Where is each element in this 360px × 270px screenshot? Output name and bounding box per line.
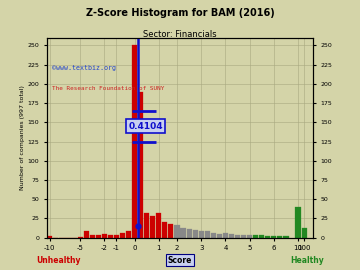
- Text: The Research Foundation of SUNY: The Research Foundation of SUNY: [52, 86, 165, 91]
- Bar: [217, 234, 222, 238]
- Bar: [199, 231, 204, 238]
- Bar: [186, 229, 192, 238]
- Bar: [180, 228, 186, 238]
- Bar: [108, 235, 113, 238]
- Bar: [283, 236, 288, 238]
- Bar: [211, 233, 216, 238]
- Bar: [90, 235, 95, 238]
- Bar: [168, 224, 174, 238]
- Bar: [102, 234, 107, 238]
- Bar: [265, 236, 270, 238]
- Bar: [77, 237, 83, 238]
- Bar: [253, 235, 258, 238]
- Bar: [150, 216, 155, 238]
- Bar: [132, 45, 137, 238]
- Bar: [193, 230, 198, 238]
- Bar: [114, 235, 119, 238]
- Bar: [138, 92, 143, 238]
- Bar: [126, 231, 131, 238]
- Bar: [241, 235, 246, 238]
- Bar: [84, 231, 89, 238]
- Bar: [277, 236, 283, 238]
- Text: 0.4104: 0.4104: [129, 122, 163, 131]
- Bar: [259, 235, 264, 238]
- Text: Z-Score Histogram for BAM (2016): Z-Score Histogram for BAM (2016): [86, 8, 274, 18]
- Bar: [174, 225, 180, 238]
- Bar: [156, 213, 161, 238]
- Bar: [271, 236, 276, 238]
- Bar: [162, 222, 167, 238]
- Bar: [120, 233, 125, 238]
- Bar: [223, 233, 228, 238]
- Bar: [235, 235, 240, 238]
- Bar: [96, 235, 101, 238]
- Bar: [144, 213, 149, 238]
- Bar: [296, 207, 301, 238]
- Text: Unhealthy: Unhealthy: [36, 256, 81, 265]
- Text: Sector: Financials: Sector: Financials: [143, 30, 217, 39]
- Text: Score: Score: [168, 256, 192, 265]
- Bar: [229, 234, 234, 238]
- Bar: [47, 236, 53, 238]
- Y-axis label: Number of companies (997 total): Number of companies (997 total): [19, 85, 24, 190]
- Text: ©www.textbiz.org: ©www.textbiz.org: [52, 65, 116, 71]
- Bar: [205, 231, 210, 238]
- Bar: [247, 235, 252, 238]
- Text: Healthy: Healthy: [290, 256, 324, 265]
- Bar: [302, 228, 307, 238]
